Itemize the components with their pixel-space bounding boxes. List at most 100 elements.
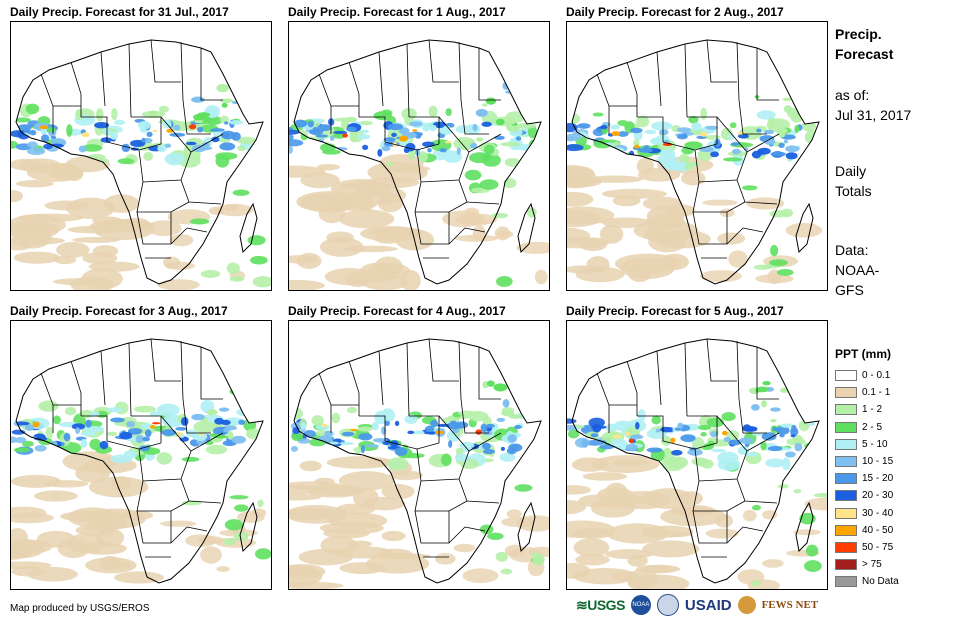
ocean-precip-layer — [11, 420, 271, 584]
legend-swatch — [835, 524, 857, 536]
precip-map — [10, 21, 272, 291]
panel-title: Daily Precip. Forecast for 4 Aug., 2017 — [288, 304, 506, 318]
legend-label: No Data — [862, 576, 899, 588]
legend-label: 20 - 30 — [862, 490, 894, 502]
legend-swatch — [835, 456, 857, 468]
legend-item: 30 - 40 — [835, 505, 899, 522]
legend-label: 40 - 50 — [862, 524, 894, 536]
usaid-logo: USAID — [684, 596, 732, 614]
ocean-precip-layer — [11, 120, 271, 290]
legend-label: 0.1 - 1 — [862, 387, 891, 399]
madagascar-outline — [795, 501, 814, 553]
sidebar-data-source: Data: NOAA- GFS — [835, 240, 879, 300]
precip-map — [288, 21, 550, 291]
panel-title: Daily Precip. Forecast for 1 Aug., 2017 — [288, 5, 506, 19]
africa-outline — [15, 39, 264, 285]
legend-item: 0 - 0.1 — [835, 367, 899, 384]
legend-label: 1 - 2 — [862, 404, 883, 416]
legend-item: 2 - 5 — [835, 419, 899, 436]
legend-swatch — [835, 387, 857, 399]
legend-title: PPT (mm) — [835, 347, 892, 361]
legend-item: 20 - 30 — [835, 487, 899, 504]
data-line3: GFS — [835, 282, 864, 298]
africa-outline — [293, 39, 542, 285]
legend-swatch — [835, 438, 857, 450]
africa-outline — [571, 338, 820, 584]
legend: 0 - 0.1 0.1 - 1 1 - 2 2 - 5 5 - 10 10 - 15 15 … — [835, 367, 899, 590]
precip-map — [288, 320, 550, 590]
africa-outline — [293, 338, 542, 584]
madagascar-outline — [517, 202, 536, 254]
legend-label: 10 - 15 — [862, 456, 894, 468]
legend-label: 50 - 75 — [862, 541, 894, 553]
country-borders — [318, 338, 502, 558]
panel-title: Daily Precip. Forecast for 3 Aug., 2017 — [10, 304, 228, 318]
legend-swatch — [835, 576, 857, 588]
sidebar-title-line1: Precip. — [835, 26, 882, 42]
land-precip-layer — [16, 81, 257, 168]
legend-swatch — [835, 559, 857, 571]
precip-map — [566, 320, 828, 590]
data-line2: NOAA- — [835, 262, 880, 278]
noaa-logo: NOAA — [630, 595, 651, 615]
madagascar-outline — [239, 202, 258, 254]
sidebar-asof: as of: Jul 31, 2017 — [835, 85, 911, 125]
precip-map — [10, 320, 272, 590]
legend-item: No Data — [835, 573, 899, 590]
land-precip-layer — [16, 388, 261, 465]
legend-label: 15 - 20 — [862, 473, 894, 485]
asof-date: Jul 31, 2017 — [835, 107, 912, 123]
legend-swatch — [835, 473, 857, 485]
africa-outline — [571, 39, 820, 285]
legend-label: 0 - 0.1 — [862, 370, 891, 382]
legend-item: > 75 — [835, 556, 899, 573]
ocean-precip-layer — [289, 418, 549, 589]
sidebar-title: Precip. Forecast — [835, 24, 893, 64]
totals-line1: Daily — [835, 163, 867, 179]
fews-seal-icon — [737, 596, 756, 614]
panel-title: Daily Precip. Forecast for 2 Aug., 2017 — [566, 5, 784, 19]
fews-net-logo: FEWS NET — [761, 599, 819, 611]
usaid-seal-icon — [656, 594, 679, 616]
legend-swatch — [835, 507, 857, 519]
madagascar-outline — [517, 501, 536, 553]
legend-label: 5 - 10 — [862, 438, 888, 450]
ocean-precip-layer — [567, 417, 827, 589]
country-borders — [596, 39, 780, 259]
legend-item: 50 - 75 — [835, 539, 899, 556]
legend-swatch — [835, 541, 857, 553]
legend-item: 15 - 20 — [835, 470, 899, 487]
legend-item: 1 - 2 — [835, 401, 899, 418]
totals-line2: Totals — [835, 183, 872, 199]
country-borders — [40, 338, 224, 558]
panel-title: Daily Precip. Forecast for 31 Jul., 2017 — [10, 5, 229, 19]
legend-label: 30 - 40 — [862, 507, 894, 519]
precip-map — [566, 21, 828, 291]
data-line1: Data: — [835, 242, 869, 258]
africa-outline — [15, 338, 264, 584]
madagascar-outline — [239, 501, 258, 553]
ocean-precip-layer — [289, 118, 549, 290]
usgs-logo: ≋USGS — [576, 596, 625, 613]
legend-swatch — [835, 404, 857, 416]
sidebar-totals: Daily Totals — [835, 161, 872, 201]
asof-label: as of: — [835, 87, 870, 103]
legend-label: > 75 — [862, 559, 882, 571]
legend-item: 10 - 15 — [835, 453, 899, 470]
country-borders — [40, 39, 224, 259]
legend-swatch — [835, 490, 857, 502]
partner-logos: ≋USGS NOAA USAID FEWS NET — [576, 594, 818, 616]
land-precip-layer — [294, 380, 537, 471]
country-borders — [318, 39, 502, 259]
footer-credit: Map produced by USGS/EROS — [10, 603, 150, 614]
madagascar-outline — [795, 202, 814, 254]
sidebar-title-line2: Forecast — [835, 46, 894, 62]
legend-label: 2 - 5 — [862, 421, 883, 433]
legend-swatch — [835, 421, 857, 433]
legend-swatch — [835, 370, 857, 382]
panel-title: Daily Precip. Forecast for 5 Aug., 2017 — [566, 304, 784, 318]
country-borders — [596, 338, 780, 558]
ocean-precip-layer — [567, 121, 823, 284]
legend-item: 0.1 - 1 — [835, 384, 899, 401]
legend-item: 40 - 50 — [835, 522, 899, 539]
